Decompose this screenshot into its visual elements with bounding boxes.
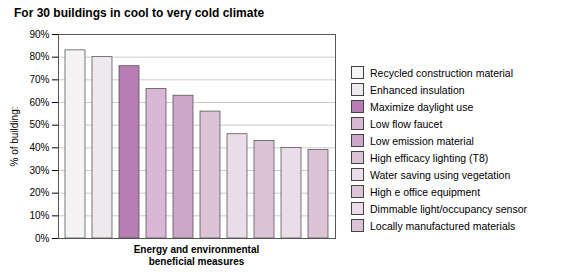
- html-text:For 30 buildings in cool to ve: For 30 buildings in cool to very cold cl…: [14, 6, 265, 20]
- svg-text:% of building:: % of building:: [9, 106, 20, 166]
- html-text:Energy and environmental benef: Energy and environmental beneficial meas…: [133, 244, 260, 267]
- html-text:Low flow faucet: Low flow faucet: [370, 117, 443, 130]
- svg-text:40%: 40%: [29, 142, 49, 153]
- svg-text:30%: 30%: [29, 165, 49, 176]
- svg-text:80%: 80%: [29, 51, 49, 62]
- html-text:Maximize daylight use: Maximize daylight use: [370, 100, 474, 113]
- html-text:Locally manufactured materials: Locally manufactured materials: [370, 219, 516, 232]
- html-text:Enhanced insulation: Enhanced insulation: [370, 83, 465, 96]
- html-text:Low emission material: Low emission material: [370, 134, 474, 147]
- html-text:High efficacy lighting (T8): High efficacy lighting (T8): [370, 151, 489, 164]
- html-text:Water saving using vegetation: Water saving using vegetation: [370, 168, 511, 181]
- svg-text:50%: 50%: [29, 119, 49, 130]
- svg-text:60%: 60%: [29, 97, 49, 108]
- svg-text:20%: 20%: [29, 187, 49, 198]
- html-text:Recycled construction material: Recycled construction material: [370, 66, 513, 79]
- svg-text:0%: 0%: [35, 233, 50, 244]
- svg-text:70%: 70%: [29, 74, 49, 85]
- html-text:Dimmable light/occupancy senso: Dimmable light/occupancy sensor: [370, 202, 527, 215]
- html-text:High e office equipment: High e office equipment: [370, 185, 481, 198]
- svg-text:10%: 10%: [29, 210, 49, 221]
- svg-text:90%: 90%: [29, 29, 49, 40]
